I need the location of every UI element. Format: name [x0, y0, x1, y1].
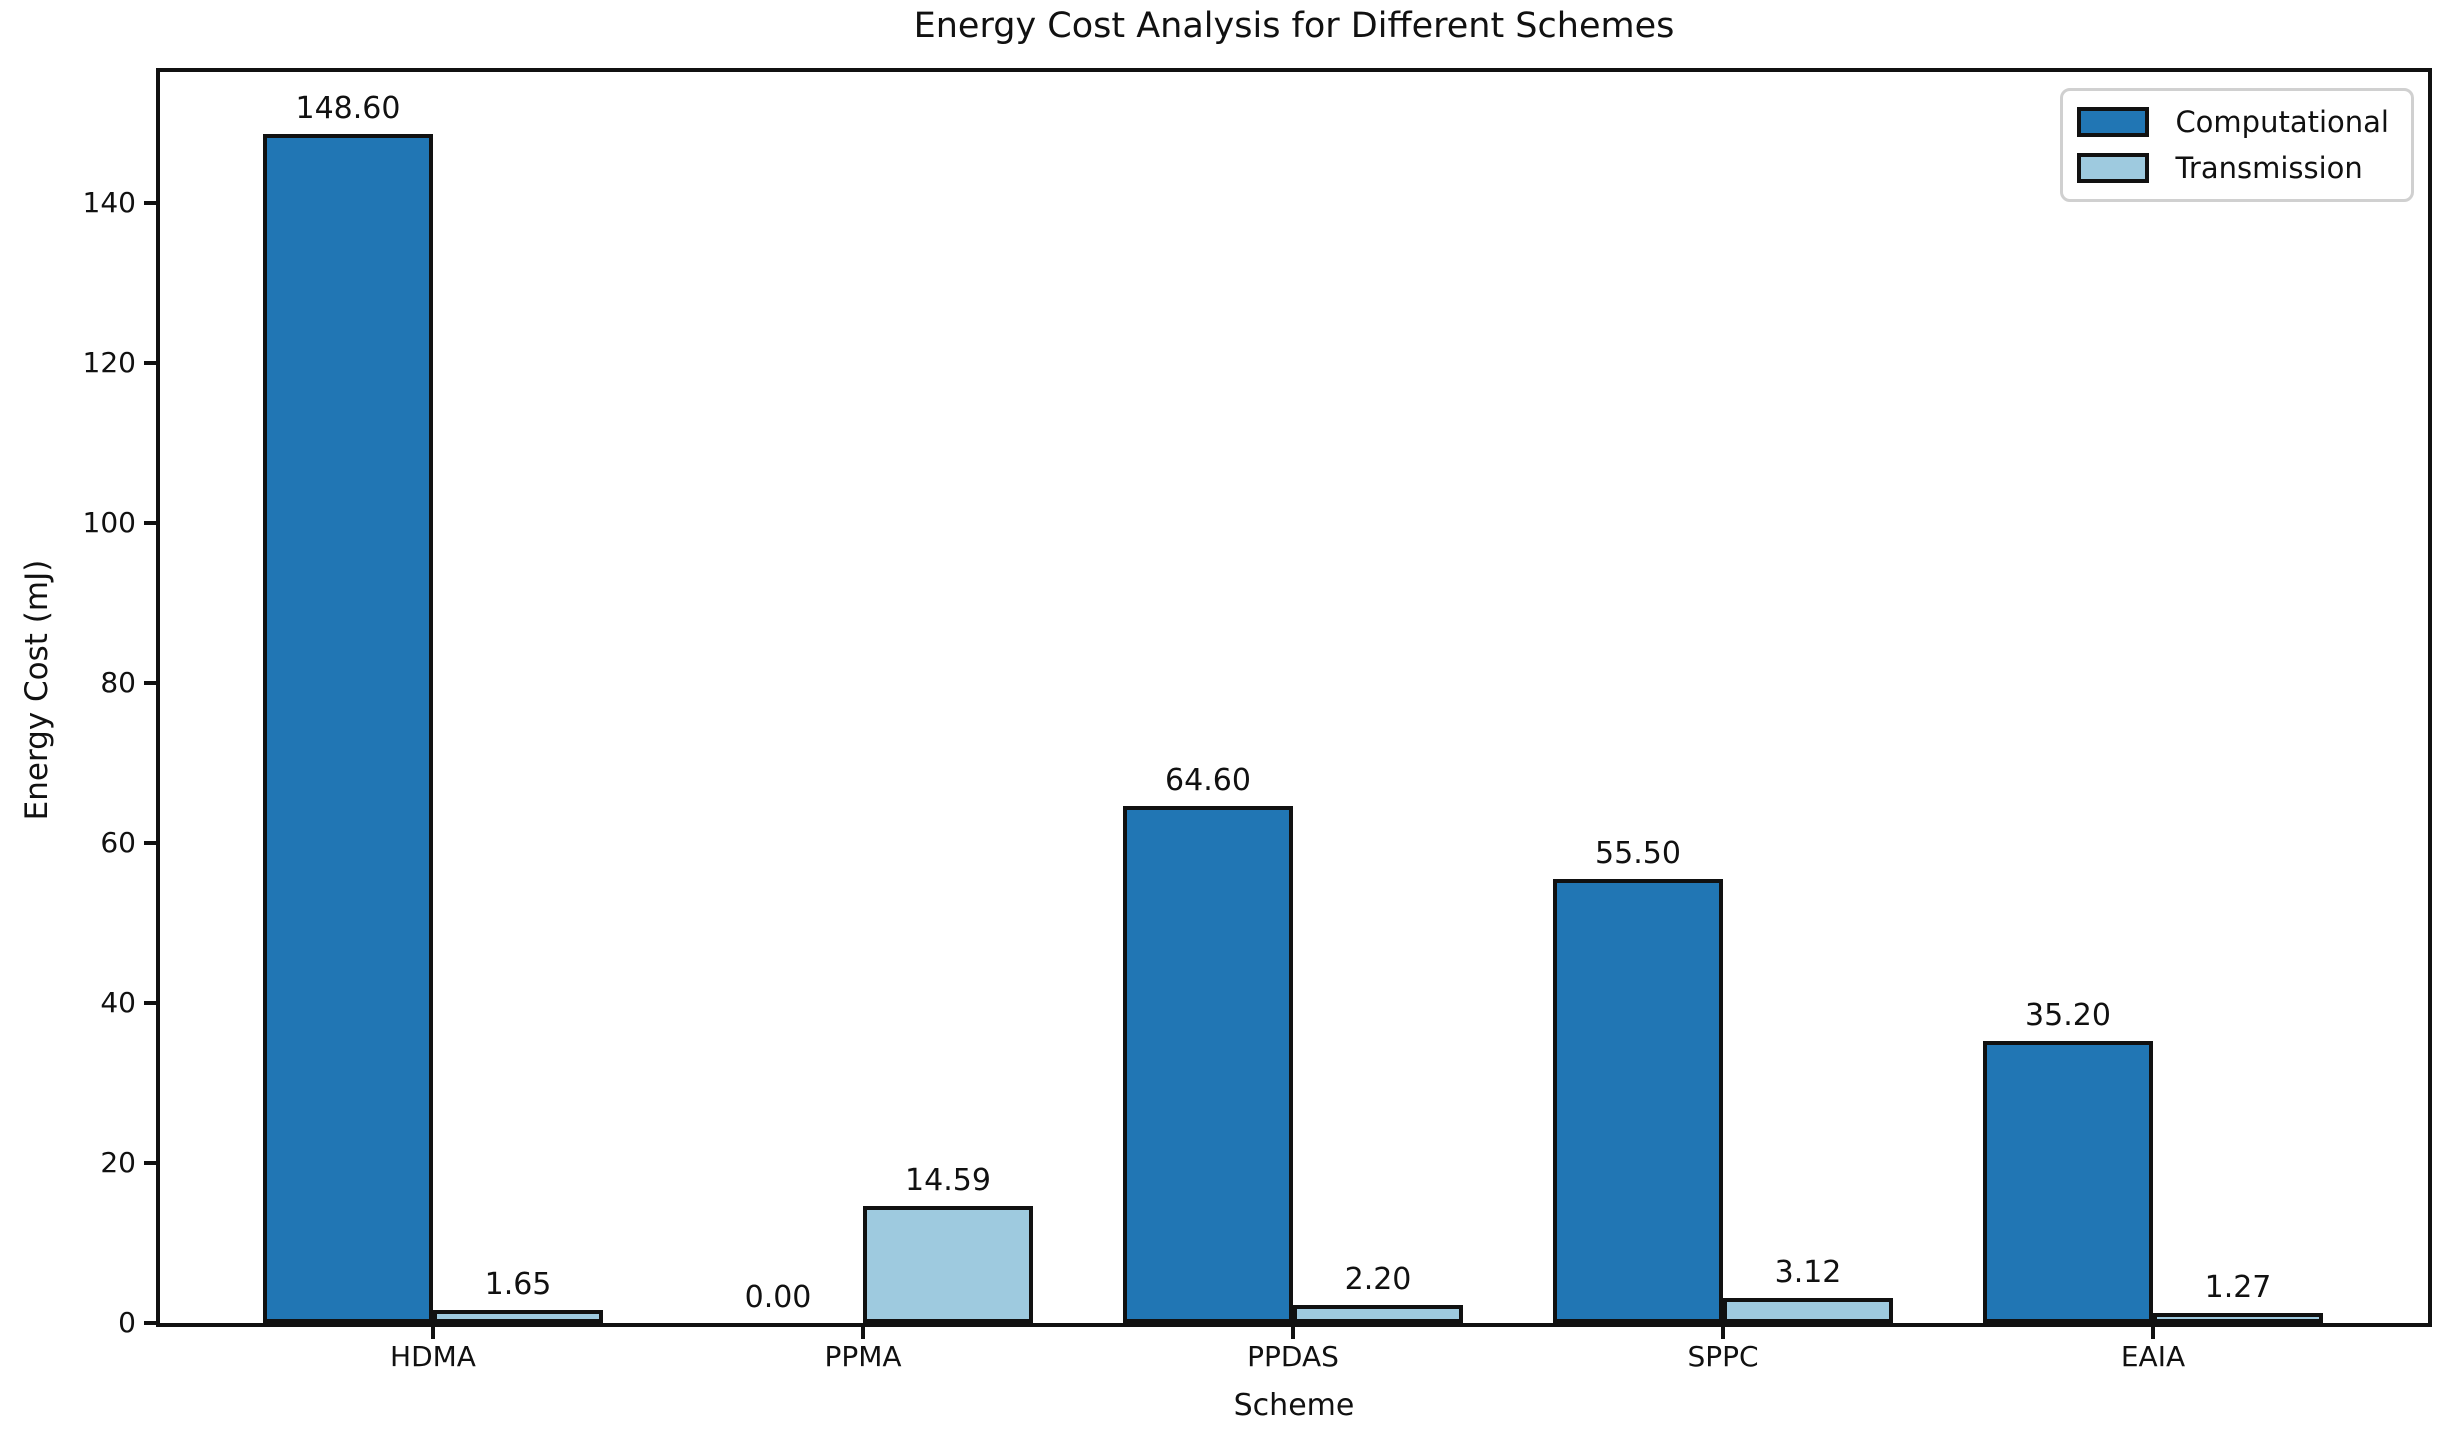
x-tick	[2151, 1327, 2155, 1339]
y-tick-label: 40	[100, 986, 136, 1020]
chart-title: Energy Cost Analysis for Different Schem…	[913, 6, 1675, 46]
legend-swatch-computational	[2077, 107, 2150, 137]
value-label-computational-ppma: 0.00	[744, 1280, 812, 1315]
bar-computational-eaia	[1983, 1041, 2153, 1323]
y-tick	[144, 521, 156, 526]
plot-area: Computational Transmission 0 20 40 60 80 100 12…	[83, 68, 2432, 1371]
y-tick	[144, 361, 156, 366]
y-tick-label: 120	[82, 346, 136, 380]
legend-swatch-transmission	[2077, 153, 2150, 183]
x-tick	[861, 1327, 865, 1339]
x-axis-label: Scheme	[1233, 1388, 1355, 1423]
legend-row-computational: Computational	[2077, 107, 2389, 137]
x-tick-label-hdma: HDMA	[390, 1340, 476, 1373]
bar-transmission-ppma	[863, 1206, 1033, 1323]
value-label-transmission-ppma: 14.59	[905, 1163, 991, 1199]
value-label-transmission-sppc: 3.12	[1774, 1255, 1842, 1291]
bar-computational-hdma	[263, 134, 433, 1323]
x-tick-label-sppc: SPPC	[1687, 1340, 1759, 1373]
x-tick	[1291, 1327, 1295, 1339]
y-tick	[144, 1001, 156, 1006]
y-tick	[144, 681, 156, 686]
x-tick-label-ppma: PPMA	[824, 1340, 902, 1373]
value-label-computational-hdma: 148.60	[295, 91, 401, 127]
y-tick	[144, 841, 156, 846]
legend-row-transmission: Transmission	[2077, 153, 2389, 183]
value-label-transmission-eaia: 1.27	[2204, 1269, 2272, 1305]
y-axis-label: Energy Cost (mJ)	[19, 559, 55, 821]
value-label-transmission-ppdas: 2.20	[1344, 1262, 1412, 1298]
y-tick	[144, 201, 156, 206]
legend-label-computational: Computational	[2175, 104, 2389, 139]
value-label-computational-sppc: 55.50	[1595, 836, 1681, 872]
bar-computational-ppdas	[1123, 806, 1293, 1323]
bar-transmission-hdma	[433, 1309, 603, 1323]
y-tick-label: 60	[100, 826, 136, 860]
x-tick	[431, 1327, 435, 1339]
legend: Computational Transmission	[2060, 88, 2414, 202]
y-tick	[144, 1321, 156, 1325]
x-tick-label-ppdas: PPDAS	[1247, 1340, 1339, 1373]
legend-label-transmission: Transmission	[2175, 150, 2363, 185]
value-label-computational-ppdas: 64.60	[1165, 763, 1251, 799]
bar-computational-sppc	[1553, 879, 1723, 1323]
bar-transmission-ppdas	[1293, 1305, 1463, 1323]
value-label-computational-eaia: 35.20	[2025, 998, 2111, 1034]
y-tick-label: 20	[100, 1146, 136, 1180]
y-tick-label: 0	[118, 1306, 136, 1339]
bar-transmission-sppc	[1723, 1298, 1893, 1323]
bar-transmission-eaia	[2153, 1312, 2323, 1323]
x-tick	[1721, 1327, 1725, 1339]
y-tick	[144, 1161, 156, 1166]
x-tick-label-eaia: EAIA	[2120, 1340, 2186, 1373]
y-tick-label: 100	[82, 506, 136, 540]
y-tick-label: 80	[100, 666, 136, 700]
value-label-transmission-hdma: 1.65	[484, 1266, 552, 1302]
y-tick-label: 140	[82, 186, 136, 220]
